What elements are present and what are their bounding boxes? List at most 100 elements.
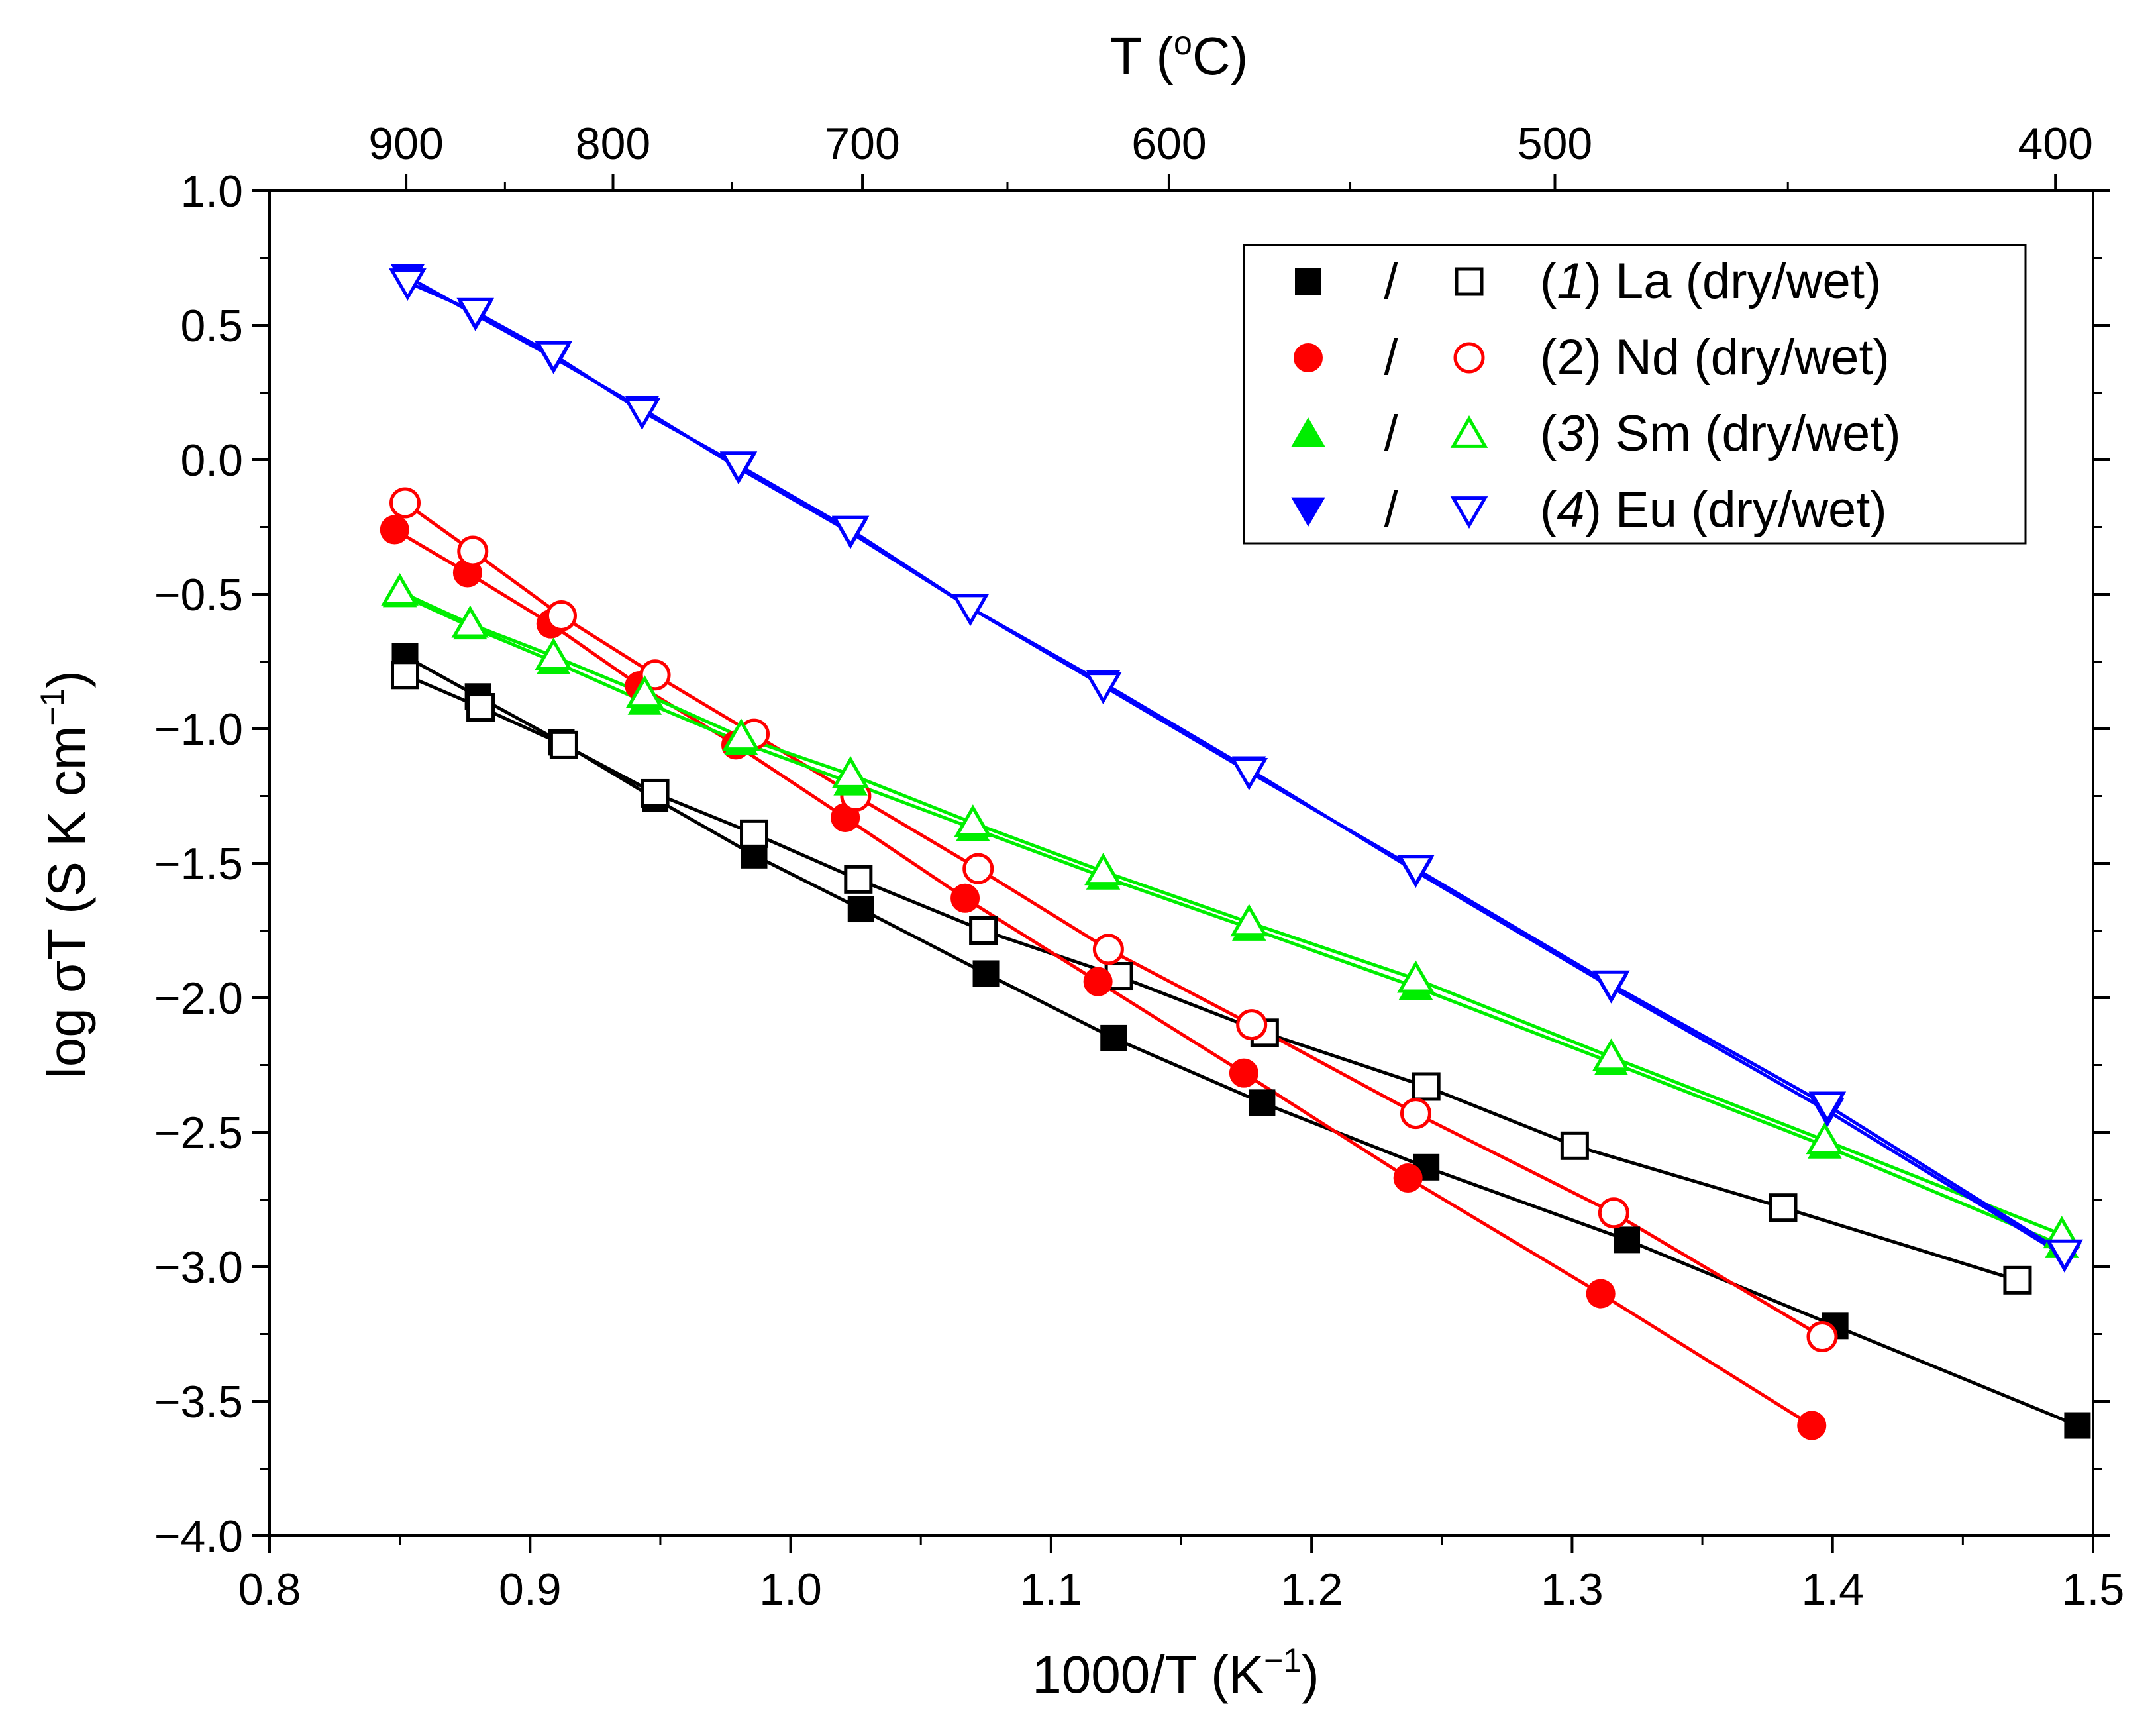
y-tick-label: 1.0 (180, 166, 243, 217)
data-point-nd-wet (1400, 1098, 1431, 1130)
data-point-la-wet (549, 730, 578, 759)
data-point-nd-wet (389, 487, 421, 519)
data-point-sm-wet (1397, 960, 1435, 993)
data-point-sm-wet (722, 718, 760, 751)
x-tick-label: 1.0 (759, 1564, 822, 1615)
data-point-sm-wet (1592, 1038, 1630, 1071)
y-tick-label: −1.5 (154, 839, 243, 889)
top-tick-label: 400 (2018, 119, 2092, 169)
x-tick-label: 1.5 (2062, 1564, 2125, 1615)
legend-marker-wet (1453, 342, 1485, 374)
y-tick-label: −3.0 (154, 1242, 243, 1293)
y-tick-label: −3.5 (154, 1377, 243, 1427)
data-point-sm-wet (625, 675, 664, 708)
data-point-sm-wet (954, 804, 992, 837)
legend-marker-dry (1295, 268, 1321, 295)
data-point-la-wet (466, 693, 495, 722)
legend-label-la: (1) La (dry/wet) (1540, 253, 1881, 309)
legend-label-eu: (4) Eu (dry/wet) (1540, 482, 1887, 538)
legend-label-nd: (2) Nd (dry/wet) (1540, 329, 1890, 386)
x-tick-label: 1.2 (1280, 1564, 1343, 1615)
legend-marker-dry (1294, 343, 1323, 372)
x-tick-label: 0.9 (499, 1564, 562, 1615)
data-point-nd-dry (380, 515, 409, 545)
data-point-nd-dry (1083, 967, 1113, 996)
series-line-nd-dry (393, 528, 1813, 1427)
data-point-nd-dry (1586, 1279, 1616, 1309)
data-point-nd-wet (1806, 1321, 1838, 1353)
data-point-nd-dry (950, 883, 980, 913)
legend-markers (1291, 267, 1488, 529)
data-point-eu-wet (951, 594, 990, 627)
x-tick-label: 1.3 (1541, 1564, 1604, 1615)
data-point-eu-wet (1808, 1091, 1847, 1124)
legend-marker-wet (1450, 415, 1488, 448)
data-point-la-dry (847, 896, 874, 923)
top-tick-label: 500 (1517, 119, 1592, 169)
legend-marker-wet (1455, 267, 1484, 296)
data-point-sm-wet (1084, 853, 1122, 886)
data-point-eu-wet (1397, 855, 1435, 888)
data-point-sm-wet (1806, 1122, 1844, 1155)
y-tick-label: 0.5 (180, 301, 243, 351)
data-point-eu-wet (1084, 672, 1122, 705)
data-point-la-dry (1249, 1089, 1276, 1116)
data-point-la-wet (2003, 1265, 2032, 1295)
legend-marker-wet (1450, 496, 1488, 529)
y-tick-label: −1.0 (154, 704, 243, 755)
top-tick-label: 600 (1131, 119, 1206, 169)
data-point-eu-wet (456, 297, 495, 331)
legend-separator: / (1384, 253, 1398, 309)
legend: / / / / (1) La (dry/wet) (2) Nd (dry/wet… (1243, 244, 2027, 545)
data-point-la-wet (1412, 1072, 1441, 1101)
top-tick-label: 900 (368, 119, 443, 169)
data-point-sm-wet (451, 605, 489, 638)
top-tick-label: 800 (576, 119, 650, 169)
data-point-eu-wet (2045, 1239, 2084, 1272)
data-point-eu-wet (535, 341, 573, 374)
data-point-la-wet (740, 819, 769, 848)
data-point-nd-wet (1236, 1009, 1268, 1041)
series-line-nd-wet (404, 501, 1823, 1338)
data-point-sm-wet (831, 756, 870, 788)
data-point-la-wet (391, 661, 420, 690)
data-point-eu-wet (389, 268, 427, 301)
data-point-la-wet (969, 916, 998, 945)
legend-separator: / (1384, 482, 1398, 538)
data-point-nd-wet (1598, 1197, 1629, 1229)
data-point-la-wet (641, 778, 670, 808)
x-tick-label: 1.1 (1020, 1564, 1083, 1615)
data-point-nd-dry (1393, 1163, 1423, 1193)
axes: 0.8 0.9 1.0 1.1 1.2 1.3 1.4 1.5 1.0 0.5 0.0 −0.5 −1.… (154, 119, 2125, 1615)
top-axis-title: T (oC) (1110, 25, 1249, 85)
legend-label-sm: (3) Sm (dry/wet) (1540, 405, 1901, 462)
y-tick-label: −0.5 (154, 570, 243, 620)
data-point-eu-wet (831, 515, 870, 549)
data-point-eu-wet (719, 451, 758, 484)
data-point-eu-wet (1592, 970, 1630, 1003)
y-tick-label: 0.0 (180, 435, 243, 486)
data-point-la-wet (1769, 1193, 1798, 1222)
data-point-sm-wet (1230, 904, 1268, 937)
data-point-nd-wet (962, 853, 994, 884)
data-point-la-wet (844, 865, 873, 894)
data-point-nd-dry (1797, 1411, 1827, 1440)
data-point-la-dry (1614, 1226, 1641, 1254)
data-point-nd-wet (545, 600, 577, 631)
x-tick-label: 1.4 (1801, 1564, 1864, 1615)
legend-separator: / (1384, 405, 1398, 462)
legend-marker-dry (1291, 497, 1325, 527)
legend-marker-dry (1291, 417, 1325, 447)
legend-box (1243, 244, 2027, 545)
y-tick-label: −2.5 (154, 1108, 243, 1158)
data-point-la-dry (972, 960, 1000, 987)
data-point-sm-wet (381, 572, 419, 606)
data-point-eu-wet (623, 398, 661, 430)
x-tick-label: 0.8 (238, 1564, 301, 1615)
x-axis-title: 1000/T (K−1) (1032, 1642, 1319, 1704)
data-point-la-dry (1100, 1024, 1127, 1051)
data-point-nd-wet (1092, 934, 1124, 965)
y-tick-label: −4.0 (154, 1511, 243, 1562)
y-tick-label: −2.0 (154, 973, 243, 1024)
